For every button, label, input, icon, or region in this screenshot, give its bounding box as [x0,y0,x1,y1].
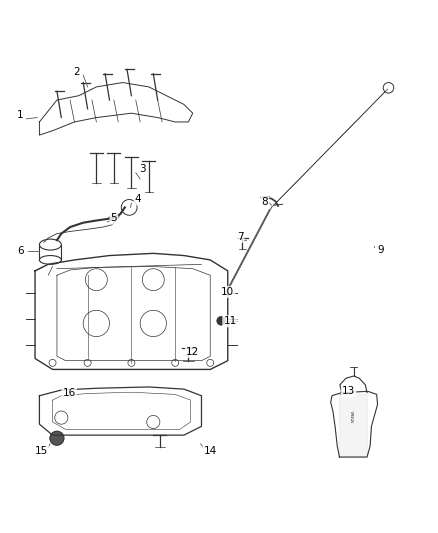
Text: 5: 5 [110,213,117,223]
Text: MOPAR: MOPAR [352,409,356,422]
Text: 2: 2 [73,67,80,77]
Text: 12: 12 [186,347,199,357]
Text: 1: 1 [16,110,23,120]
Text: 7: 7 [237,232,244,242]
Text: 8: 8 [261,197,268,207]
Text: 9: 9 [378,245,385,255]
Text: 16: 16 [63,387,76,398]
Text: 11: 11 [223,316,237,326]
Circle shape [50,431,64,445]
Text: 6: 6 [18,246,25,256]
Text: 4: 4 [134,195,141,205]
Circle shape [217,317,226,325]
Polygon shape [339,393,367,457]
Text: 10: 10 [221,287,234,297]
Text: 3: 3 [139,164,146,174]
Text: 14: 14 [204,446,217,456]
Text: 13: 13 [342,386,355,397]
Text: 15: 15 [35,446,48,456]
